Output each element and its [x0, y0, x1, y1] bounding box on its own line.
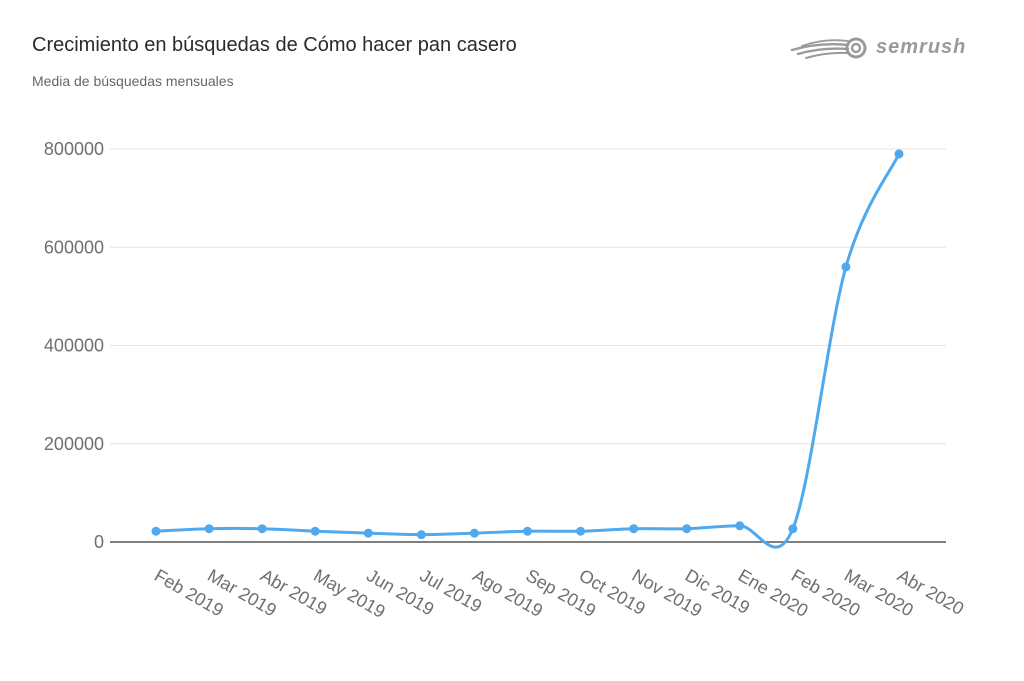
grid-lines	[110, 148, 946, 445]
chart-subtitle: Media de búsquedas mensuales	[32, 73, 234, 89]
semrush-logo-icon	[790, 37, 867, 59]
y-tick-label: 400000	[44, 336, 104, 356]
brand-logo: semrush	[790, 34, 990, 62]
data-point	[310, 526, 320, 536]
data-point	[523, 526, 532, 536]
brand-name: semrush	[876, 36, 967, 58]
data-point	[788, 524, 798, 534]
chart-title: Crecimiento en búsquedas de Cómo hacer p…	[32, 34, 517, 56]
data-point	[257, 524, 267, 534]
series-line	[154, 152, 901, 549]
y-axis-ticks: 0 200000 400000 600000 800000	[44, 139, 104, 552]
data-point	[894, 149, 904, 159]
data-point	[204, 524, 214, 534]
data-point	[682, 524, 692, 534]
data-point	[416, 530, 426, 540]
y-tick-label: 0	[94, 532, 104, 552]
y-tick-label: 800000	[44, 139, 104, 159]
y-tick-label: 600000	[44, 237, 104, 257]
data-point	[363, 528, 373, 538]
data-point	[469, 528, 479, 538]
data-point	[735, 521, 745, 531]
data-points	[151, 149, 904, 540]
data-point	[841, 262, 851, 272]
data-point	[576, 526, 586, 536]
data-point	[151, 526, 161, 536]
y-tick-label: 200000	[44, 434, 104, 454]
data-point	[629, 524, 639, 534]
